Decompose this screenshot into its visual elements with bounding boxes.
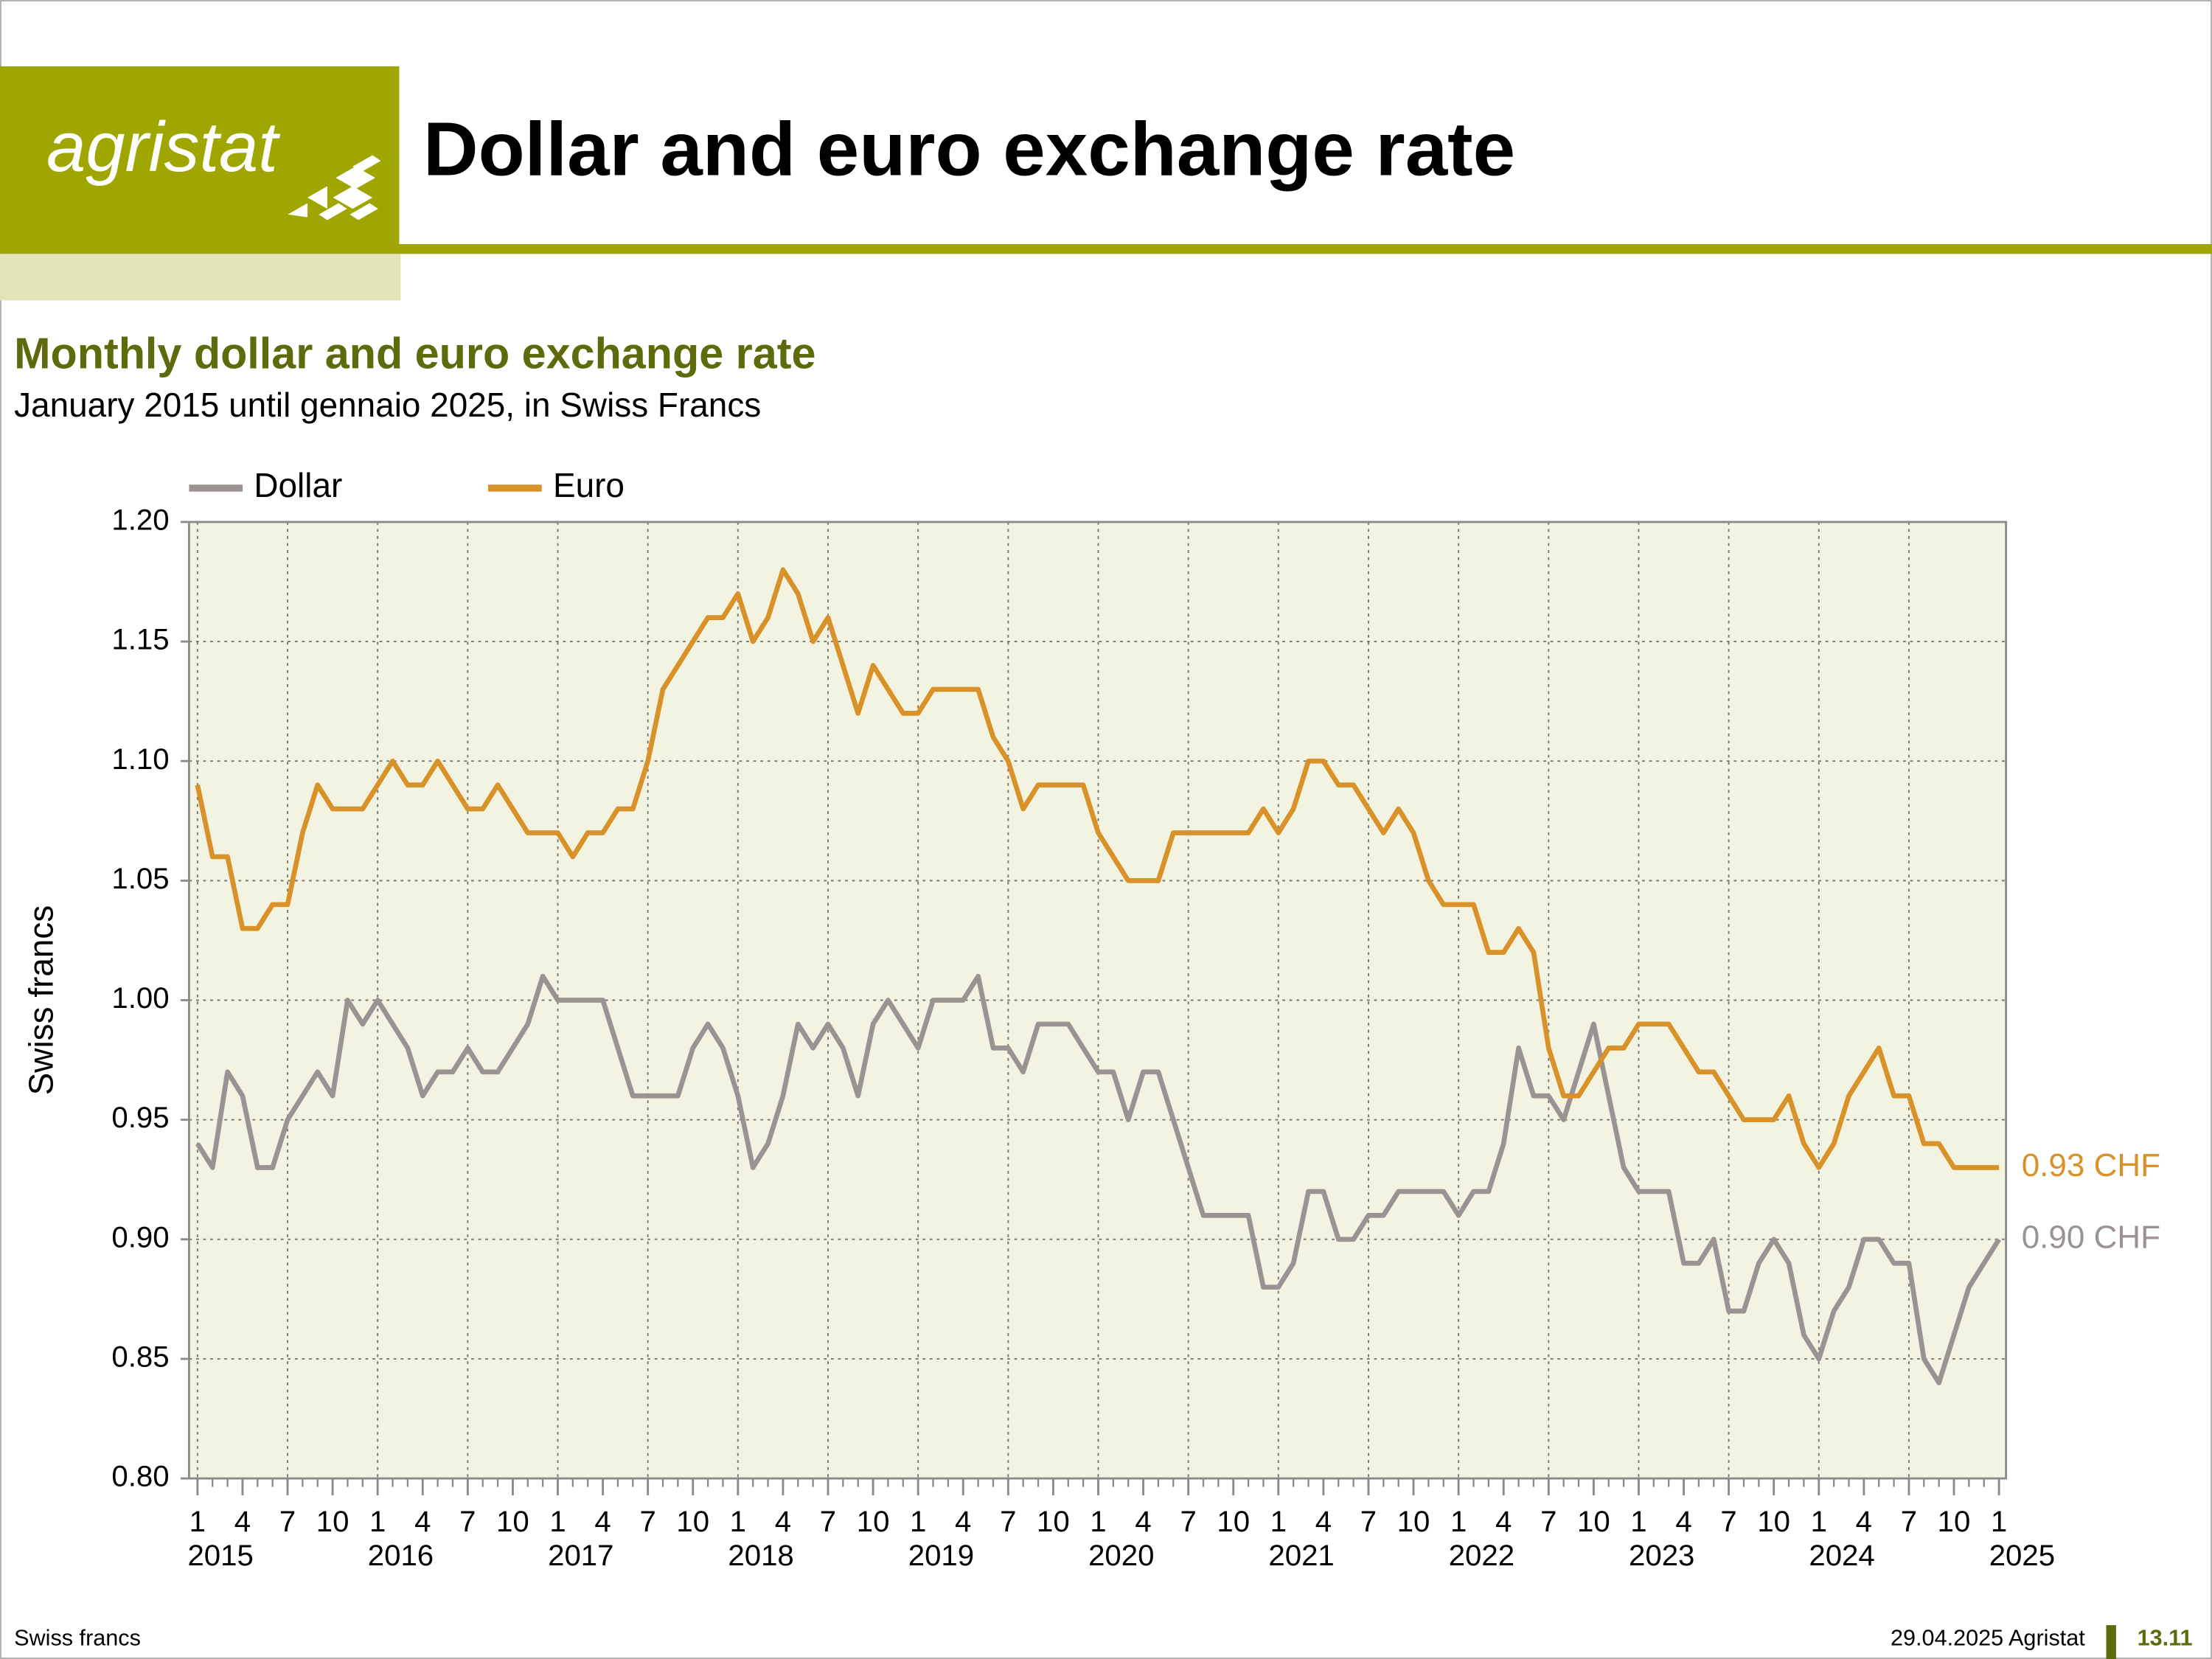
x-tick-label: 1 [1811, 1505, 1827, 1538]
x-tick-label: 7 [639, 1505, 655, 1538]
x-tick-label: 7 [1540, 1505, 1557, 1538]
chart-title: Monthly dollar and euro exchange rate [14, 329, 815, 378]
logo-text: agristat [46, 108, 280, 187]
x-tick-label: 4 [1856, 1505, 1872, 1538]
series-line [195, 973, 2001, 1385]
x-tick-label: 10 [857, 1505, 890, 1538]
x-tick-label: 4 [1315, 1505, 1332, 1538]
x-tick-label: 7 [1000, 1505, 1016, 1538]
x-tick-label: 7 [1901, 1505, 1917, 1538]
x-tick-label: 10 [1217, 1505, 1250, 1538]
x-tick-label: 10 [1757, 1505, 1790, 1538]
header-rule [0, 243, 2212, 254]
year-label: 2025 [1989, 1539, 2055, 1572]
year-label: 2020 [1088, 1539, 1154, 1572]
x-tick-label: 7 [820, 1505, 836, 1538]
x-tick-label: 10 [316, 1505, 349, 1538]
page-number: 13.11 [2138, 1625, 2193, 1650]
y-axis-label: Swiss francs [21, 905, 60, 1096]
plot-border [187, 521, 2008, 1480]
x-tick-label: 1 [1630, 1505, 1646, 1538]
y-tick-label: 1.15 [111, 623, 169, 656]
x-tick-label: 10 [496, 1505, 529, 1538]
x-tick-label: 1 [369, 1505, 386, 1538]
x-tick-label: 7 [1360, 1505, 1377, 1538]
chart-subtitle: January 2015 until gennaio 2025, in Swis… [14, 386, 761, 424]
x-tick-label: 7 [1720, 1505, 1736, 1538]
x-tick-label: 10 [676, 1505, 709, 1538]
year-label: 2022 [1449, 1539, 1514, 1572]
series-line [195, 567, 2000, 1170]
y-tick-label: 1.20 [111, 504, 169, 537]
x-tick-label: 1 [910, 1505, 926, 1538]
logo-strip [0, 254, 401, 301]
year-label: 2023 [1629, 1539, 1694, 1572]
year-label: 2021 [1268, 1539, 1334, 1572]
year-label: 2019 [908, 1539, 974, 1572]
chart-layer: 0.800.850.900.951.001.051.101.151.201 4 7 1… [111, 466, 2160, 1572]
y-tick-label: 0.85 [111, 1340, 169, 1374]
legend-label: Dollar [254, 466, 342, 504]
x-tick-label: 10 [1037, 1505, 1070, 1538]
y-tick-label: 1.05 [111, 862, 169, 895]
x-tick-label: 1 [1270, 1505, 1287, 1538]
x-tick-label: 10 [1397, 1505, 1430, 1538]
year-label: 2017 [548, 1539, 613, 1572]
y-tick-label: 0.95 [111, 1101, 169, 1134]
x-tick-label: 10 [1938, 1505, 1971, 1538]
end-label: 0.93 CHF [2022, 1147, 2160, 1183]
header-title: Dollar and euro exchange rate [423, 106, 1515, 192]
year-label: 2024 [1809, 1539, 1874, 1572]
end-label: 0.90 CHF [2022, 1219, 2160, 1255]
y-tick-label: 0.90 [111, 1220, 169, 1253]
year-label: 2015 [187, 1539, 253, 1572]
x-tick-label: 4 [1675, 1505, 1691, 1538]
year-label: 2016 [368, 1539, 434, 1572]
y-tick-label: 1.10 [111, 742, 169, 776]
year-label: 2018 [728, 1539, 793, 1572]
footer-right: 29.04.2025 Agristat [1891, 1625, 2085, 1650]
x-tick-label: 7 [459, 1505, 476, 1538]
x-tick-label: 1 [549, 1505, 566, 1538]
x-tick-label: 1 [1090, 1505, 1106, 1538]
x-tick-label: 4 [594, 1505, 611, 1538]
x-tick-label: 1 [1991, 1505, 2007, 1538]
footer-bar [2106, 1625, 2116, 1659]
x-tick-label: 4 [775, 1505, 791, 1538]
x-tick-label: 1 [730, 1505, 746, 1538]
x-tick-label: 7 [279, 1505, 296, 1538]
footer-left: Swiss francs [14, 1625, 141, 1650]
y-tick-label: 0.80 [111, 1460, 169, 1493]
x-tick-label: 4 [1495, 1505, 1512, 1538]
x-tick-label: 4 [1135, 1505, 1151, 1538]
x-tick-label: 1 [189, 1505, 206, 1538]
legend-label: Euro [553, 466, 625, 504]
x-tick-label: 1 [1450, 1505, 1467, 1538]
y-tick-label: 1.00 [111, 981, 169, 1015]
x-tick-label: 4 [234, 1505, 251, 1538]
x-tick-label: 10 [1577, 1505, 1610, 1538]
x-tick-label: 4 [955, 1505, 971, 1538]
x-tick-label: 7 [1180, 1505, 1196, 1538]
logo-icon [288, 155, 381, 220]
x-tick-label: 4 [414, 1505, 431, 1538]
